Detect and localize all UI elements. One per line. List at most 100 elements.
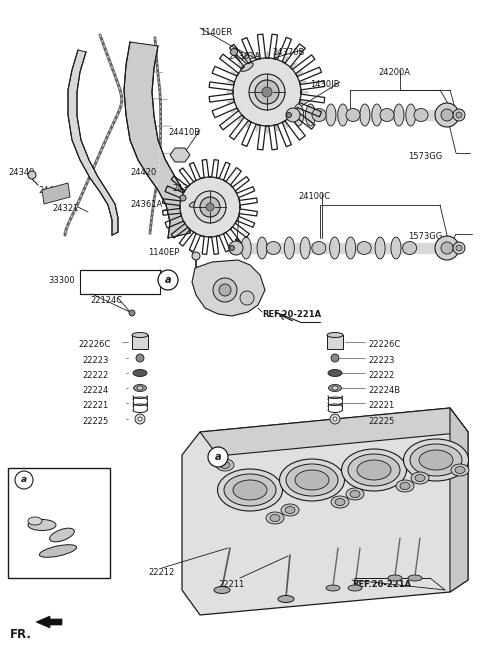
Circle shape [453,109,465,121]
Circle shape [129,310,135,316]
Ellipse shape [49,528,74,542]
Ellipse shape [312,241,326,254]
Circle shape [180,177,240,237]
Ellipse shape [214,587,230,593]
Circle shape [200,197,220,217]
Text: a: a [215,452,221,462]
Circle shape [180,195,186,201]
Ellipse shape [189,201,201,207]
Circle shape [235,238,239,242]
Text: 22221: 22221 [368,401,394,410]
Ellipse shape [332,386,338,390]
Ellipse shape [451,464,469,476]
Ellipse shape [137,386,143,390]
Circle shape [219,284,231,296]
Ellipse shape [328,384,341,391]
Ellipse shape [270,515,280,522]
Ellipse shape [266,512,284,524]
Text: 22223: 22223 [82,356,108,365]
Ellipse shape [305,104,315,126]
Ellipse shape [241,237,251,259]
Polygon shape [192,260,265,316]
Ellipse shape [346,488,364,500]
Polygon shape [42,183,70,204]
Text: 22221: 22221 [82,401,108,410]
Circle shape [249,74,285,110]
Circle shape [456,112,462,118]
Circle shape [293,108,297,112]
Ellipse shape [257,237,267,259]
Text: 22226C: 22226C [368,340,400,349]
Ellipse shape [241,63,253,71]
Circle shape [28,171,36,179]
Ellipse shape [295,470,329,490]
Circle shape [331,354,339,362]
Text: 22225: 22225 [82,417,108,426]
Ellipse shape [338,104,348,126]
Ellipse shape [394,104,404,126]
Text: 24361A: 24361A [228,52,260,61]
Circle shape [453,242,465,254]
Ellipse shape [132,332,148,337]
Text: 24370B: 24370B [272,48,304,57]
Ellipse shape [414,108,428,121]
Text: a: a [165,275,171,285]
Text: 24349: 24349 [8,168,35,177]
Circle shape [213,278,237,302]
Ellipse shape [28,519,56,530]
Circle shape [330,414,340,424]
Ellipse shape [233,480,267,500]
Text: 22226C: 22226C [78,340,110,349]
Circle shape [456,245,462,251]
Ellipse shape [216,459,234,471]
Polygon shape [327,335,343,349]
Circle shape [255,80,279,104]
Ellipse shape [284,237,294,259]
Polygon shape [200,408,468,456]
Polygon shape [170,148,190,162]
Circle shape [135,414,145,424]
Ellipse shape [312,108,326,121]
Ellipse shape [357,460,391,480]
Ellipse shape [360,104,370,126]
Text: 22224: 22224 [82,386,108,395]
Circle shape [287,112,291,117]
Circle shape [138,417,142,421]
Ellipse shape [330,237,340,259]
Circle shape [158,270,178,290]
Ellipse shape [294,104,304,126]
Text: 24321: 24321 [52,204,78,213]
Text: 33300: 33300 [48,276,74,285]
Ellipse shape [28,517,42,525]
Ellipse shape [327,332,343,337]
Ellipse shape [229,241,243,255]
Ellipse shape [348,454,400,486]
Text: 24200A: 24200A [378,68,410,77]
Circle shape [333,417,337,421]
Text: 22224B: 22224B [368,386,400,395]
Circle shape [15,471,33,489]
Ellipse shape [133,369,147,376]
Ellipse shape [300,237,310,259]
Ellipse shape [328,369,342,376]
Ellipse shape [396,480,414,492]
Ellipse shape [375,237,385,259]
Text: 24361A: 24361A [130,200,162,209]
Polygon shape [124,42,192,238]
Polygon shape [450,408,468,592]
Text: 1140EP: 1140EP [148,248,180,257]
Ellipse shape [278,596,294,602]
Ellipse shape [372,104,382,126]
Text: REF.20-221A: REF.20-221A [352,580,411,589]
Ellipse shape [400,482,410,489]
Ellipse shape [419,450,453,470]
Circle shape [435,103,459,127]
Text: 22223: 22223 [368,356,395,365]
FancyBboxPatch shape [8,468,110,578]
Text: 1573GG: 1573GG [408,152,442,161]
Polygon shape [132,335,148,349]
Text: 22222: 22222 [82,371,108,380]
Text: 24410B: 24410B [168,128,200,137]
Text: a: a [21,476,27,485]
Ellipse shape [408,575,422,581]
